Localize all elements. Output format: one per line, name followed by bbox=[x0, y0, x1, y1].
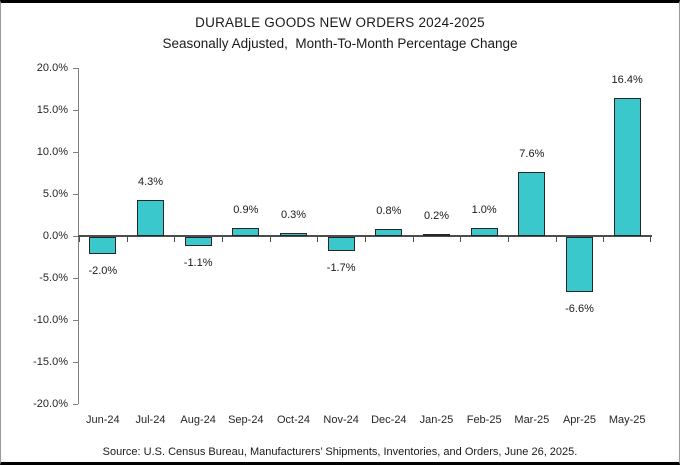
x-axis-category-label: Dec-24 bbox=[371, 414, 407, 426]
x-axis-tick bbox=[412, 237, 414, 242]
x-axis-tick bbox=[603, 237, 605, 242]
x-axis-tick bbox=[365, 237, 366, 242]
x-axis-tick bbox=[222, 237, 223, 242]
bar bbox=[232, 228, 260, 236]
bar-value-label: 0.9% bbox=[233, 204, 259, 217]
x-axis-labels: Jun-24 Jul-24 Aug-24 Sep-24 Oct-24 Nov-24 Dec-… bbox=[79, 413, 651, 429]
bar-value-label: -1.1% bbox=[183, 257, 213, 270]
y-axis-labels: 20.0% 15.0% 10.0% 5.0% 0.0% -5.0% -10.0% -15.0%… bbox=[1, 62, 68, 410]
plot-area: -2.0% 4.3% -1.1% 0.9% 0.3% -1.7% 0.8% 0.2% 1.0% 7… bbox=[73, 68, 652, 405]
x-axis-tick bbox=[555, 237, 557, 242]
y-axis-tick bbox=[73, 194, 78, 195]
x-axis-category-label: Oct-24 bbox=[276, 414, 310, 426]
x-axis-line bbox=[78, 235, 652, 237]
y-axis-tick bbox=[73, 68, 78, 69]
bar-value-label: 0.8% bbox=[376, 205, 402, 218]
bar bbox=[566, 237, 593, 293]
bar-value-label: 4.3% bbox=[137, 175, 164, 188]
bar bbox=[137, 199, 164, 236]
x-axis-tick bbox=[508, 237, 509, 242]
x-axis-tick bbox=[126, 237, 128, 242]
bar-value-label: 1.0% bbox=[471, 203, 497, 216]
x-axis-category-label: Nov-24 bbox=[323, 414, 359, 426]
chart-title: DURABLE GOODS NEW ORDERS 2024-2025 bbox=[195, 15, 485, 30]
x-axis-category-label: Mar-25 bbox=[514, 414, 550, 426]
y-axis-tick-label: -15.0% bbox=[33, 356, 68, 368]
y-axis-tick bbox=[73, 320, 78, 321]
y-axis-tick-label: 15.0% bbox=[36, 104, 68, 116]
x-axis-tick bbox=[650, 237, 651, 242]
x-axis-tick bbox=[79, 237, 80, 242]
bar-value-label: 7.6% bbox=[519, 148, 545, 161]
x-axis-tick bbox=[174, 237, 176, 242]
y-axis-tick-label: 20.0% bbox=[36, 62, 68, 74]
y-axis-tick bbox=[73, 404, 78, 405]
x-axis-category-label: Sep-24 bbox=[228, 414, 264, 426]
x-axis-category-label: Aug-24 bbox=[180, 414, 216, 426]
x-axis-tick bbox=[460, 237, 462, 242]
bar bbox=[375, 229, 403, 236]
chart-subtitle: Seasonally Adjusted, Month-To-Month Perc… bbox=[162, 36, 518, 51]
x-axis-category-label: May-25 bbox=[608, 414, 646, 426]
y-axis-tick-label: 0.0% bbox=[42, 230, 68, 242]
y-axis-tick bbox=[73, 236, 78, 237]
bar-value-label: 16.4% bbox=[611, 74, 643, 87]
y-axis-tick-label: 10.0% bbox=[36, 146, 68, 158]
x-axis-category-label: Apr-25 bbox=[562, 414, 596, 426]
bar-value-label: -6.6% bbox=[565, 303, 594, 316]
y-axis-tick-label: -10.0% bbox=[33, 314, 68, 326]
bar bbox=[518, 172, 546, 236]
bar-value-label: 0.2% bbox=[423, 210, 450, 223]
bar bbox=[327, 237, 355, 252]
x-axis-tick bbox=[269, 237, 271, 242]
bar bbox=[613, 98, 641, 236]
y-axis-tick-label: -5.0% bbox=[39, 272, 68, 284]
y-axis-tick bbox=[73, 362, 78, 363]
source-note: Source: U.S. Census Bureau, Manufacturer… bbox=[102, 446, 578, 458]
x-axis-category-label: Jun-24 bbox=[86, 414, 120, 426]
bar-value-label: 0.3% bbox=[280, 209, 307, 222]
y-axis-tick bbox=[73, 110, 78, 111]
y-axis-tick bbox=[73, 278, 78, 279]
bar bbox=[423, 234, 450, 237]
bar bbox=[184, 237, 212, 247]
x-axis-category-label: Feb-25 bbox=[466, 414, 502, 426]
y-axis-tick-label: -20.0% bbox=[33, 398, 68, 410]
y-axis-tick-label: 5.0% bbox=[42, 188, 68, 200]
x-axis-category-label: Jan-25 bbox=[419, 414, 454, 426]
bar bbox=[470, 227, 498, 236]
x-axis-tick bbox=[317, 237, 319, 242]
bar-value-label: -1.7% bbox=[326, 262, 356, 275]
bar bbox=[89, 237, 117, 254]
bar bbox=[280, 233, 307, 236]
bar-value-label: -2.0% bbox=[88, 264, 118, 277]
x-axis-category-label: Jul-24 bbox=[135, 414, 166, 426]
y-axis-tick bbox=[73, 152, 78, 153]
